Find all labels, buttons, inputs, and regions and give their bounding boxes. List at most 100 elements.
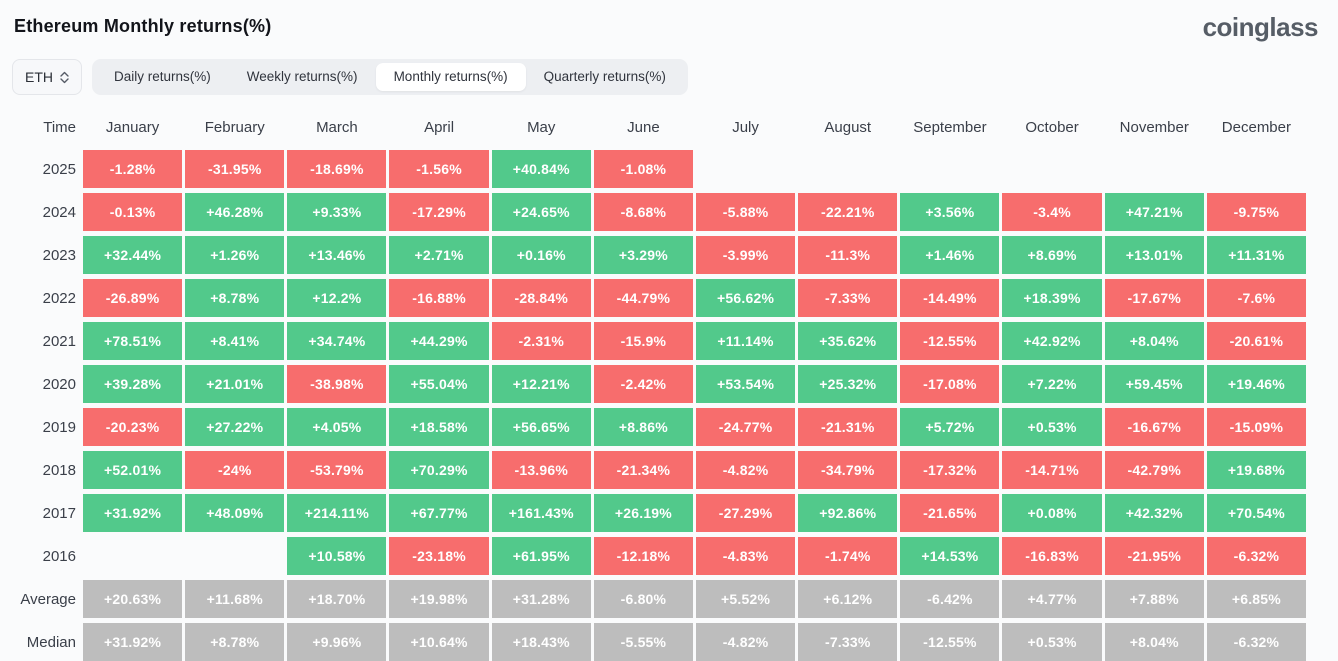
return-cell: -18.69% (287, 150, 387, 188)
return-cell: +34.74% (287, 322, 387, 360)
row-label: 2018 (42, 461, 76, 479)
top-bar: Ethereum Monthly returns(%) coinglass (12, 10, 1326, 43)
return-cell (798, 150, 897, 188)
return-cell: -24% (185, 451, 285, 489)
return-cell: -4.82% (695, 451, 796, 489)
return-cell: -3.99% (695, 236, 796, 274)
return-cell: +31.92% (83, 494, 183, 532)
return-cell: -6.32% (1206, 537, 1306, 575)
page-title: Ethereum Monthly returns(%) (14, 16, 272, 36)
return-cell (185, 537, 284, 575)
return-cell: +39.28% (83, 365, 183, 403)
return-cell: -17.29% (389, 193, 489, 231)
row-label: 2024 (42, 203, 76, 221)
return-cell: +8.41% (185, 322, 285, 360)
return-cell: +5.72% (900, 408, 1000, 446)
return-cell (1002, 150, 1101, 188)
row-label: 2020 (42, 375, 76, 393)
return-cell (83, 537, 182, 575)
return-cell: +32.44% (83, 236, 183, 274)
return-cell: -21.65% (900, 494, 1000, 532)
return-cell: +9.96% (287, 623, 387, 661)
row-label: 2025 (42, 160, 76, 178)
return-cell: -3.4% (1002, 193, 1102, 231)
return-cell: +1.46% (900, 236, 1000, 274)
return-cell: +8.78% (185, 623, 285, 661)
controls-row: ETH Daily returns(%) Weekly returns(%) Mon… (12, 59, 1326, 95)
return-cell: +20.63% (83, 580, 183, 618)
return-cell: +3.56% (900, 193, 1000, 231)
return-cell: +42.32% (1104, 494, 1204, 532)
return-cell: -28.84% (491, 279, 591, 317)
tab-weekly[interactable]: Weekly returns(%) (246, 69, 358, 84)
row-label: 2023 (42, 246, 76, 264)
return-cell: +11.68% (185, 580, 285, 618)
return-cell: -31.95% (185, 150, 285, 188)
return-cell: -27.29% (695, 494, 796, 532)
return-cell: -8.68% (593, 193, 693, 231)
return-cell: +56.65% (491, 408, 591, 446)
row-label: 2017 (42, 504, 76, 522)
return-cell (696, 150, 795, 188)
return-cell: +24.65% (491, 193, 591, 231)
return-cell: -20.23% (83, 408, 183, 446)
return-cell: +92.86% (798, 494, 898, 532)
return-cell: +70.54% (1206, 494, 1306, 532)
return-cell: +48.09% (185, 494, 285, 532)
tab-daily[interactable]: Daily returns(%) (114, 69, 211, 84)
symbol-select-value: ETH (25, 69, 53, 85)
return-cell: +5.52% (695, 580, 796, 618)
column-header-month: January (105, 118, 160, 136)
return-cell: +56.62% (695, 279, 796, 317)
return-cell: -17.08% (900, 365, 1000, 403)
return-cell: +78.51% (83, 322, 183, 360)
return-cell: -22.21% (798, 193, 898, 231)
column-header-month: August (824, 118, 872, 136)
return-cell: +18.43% (491, 623, 591, 661)
return-cell: +44.29% (389, 322, 489, 360)
return-cell: -6.32% (1206, 623, 1306, 661)
return-cell: -26.89% (83, 279, 183, 317)
updown-chevrons-icon (60, 71, 69, 84)
return-cell: +214.11% (287, 494, 387, 532)
return-cell: -21.34% (593, 451, 693, 489)
return-cell: +3.29% (593, 236, 693, 274)
return-cell: +161.43% (491, 494, 591, 532)
column-header-month: February (204, 118, 265, 136)
return-cell: +12.21% (491, 365, 591, 403)
return-cell: -23.18% (389, 537, 489, 575)
return-cell: -5.55% (593, 623, 693, 661)
return-cell: +52.01% (83, 451, 183, 489)
column-header-month: June (627, 118, 660, 136)
return-cell: -1.74% (798, 537, 898, 575)
return-cell: +11.14% (695, 322, 796, 360)
symbol-select[interactable]: ETH (12, 59, 82, 95)
tab-quarterly[interactable]: Quarterly returns(%) (543, 69, 666, 84)
return-cell: -12.18% (593, 537, 693, 575)
row-label: 2022 (42, 289, 76, 307)
return-cell: -1.56% (389, 150, 489, 188)
return-cell: +25.32% (798, 365, 898, 403)
return-cell: +8.04% (1104, 623, 1204, 661)
return-cell: -0.13% (83, 193, 183, 231)
return-cell: +47.21% (1104, 193, 1204, 231)
return-cell: -7.33% (798, 623, 898, 661)
return-cell: +8.86% (593, 408, 693, 446)
return-cell: +8.69% (1002, 236, 1102, 274)
column-header-time: Time (43, 118, 76, 136)
tab-monthly[interactable]: Monthly returns(%) (375, 63, 526, 91)
return-cell: +8.04% (1104, 322, 1204, 360)
return-cell: -34.79% (798, 451, 898, 489)
return-cell: -2.42% (593, 365, 693, 403)
return-cell: -11.3% (798, 236, 898, 274)
return-cell: +31.28% (491, 580, 591, 618)
return-cell: -9.75% (1206, 193, 1306, 231)
return-cell: +26.19% (593, 494, 693, 532)
coinglass-logo[interactable]: coinglass (1202, 12, 1319, 42)
return-cell: -6.42% (900, 580, 1000, 618)
return-cell: -42.79% (1104, 451, 1204, 489)
return-cell: -4.82% (695, 623, 796, 661)
return-cell (900, 150, 999, 188)
return-cell: -1.28% (83, 150, 183, 188)
row-label: 2021 (42, 332, 76, 350)
